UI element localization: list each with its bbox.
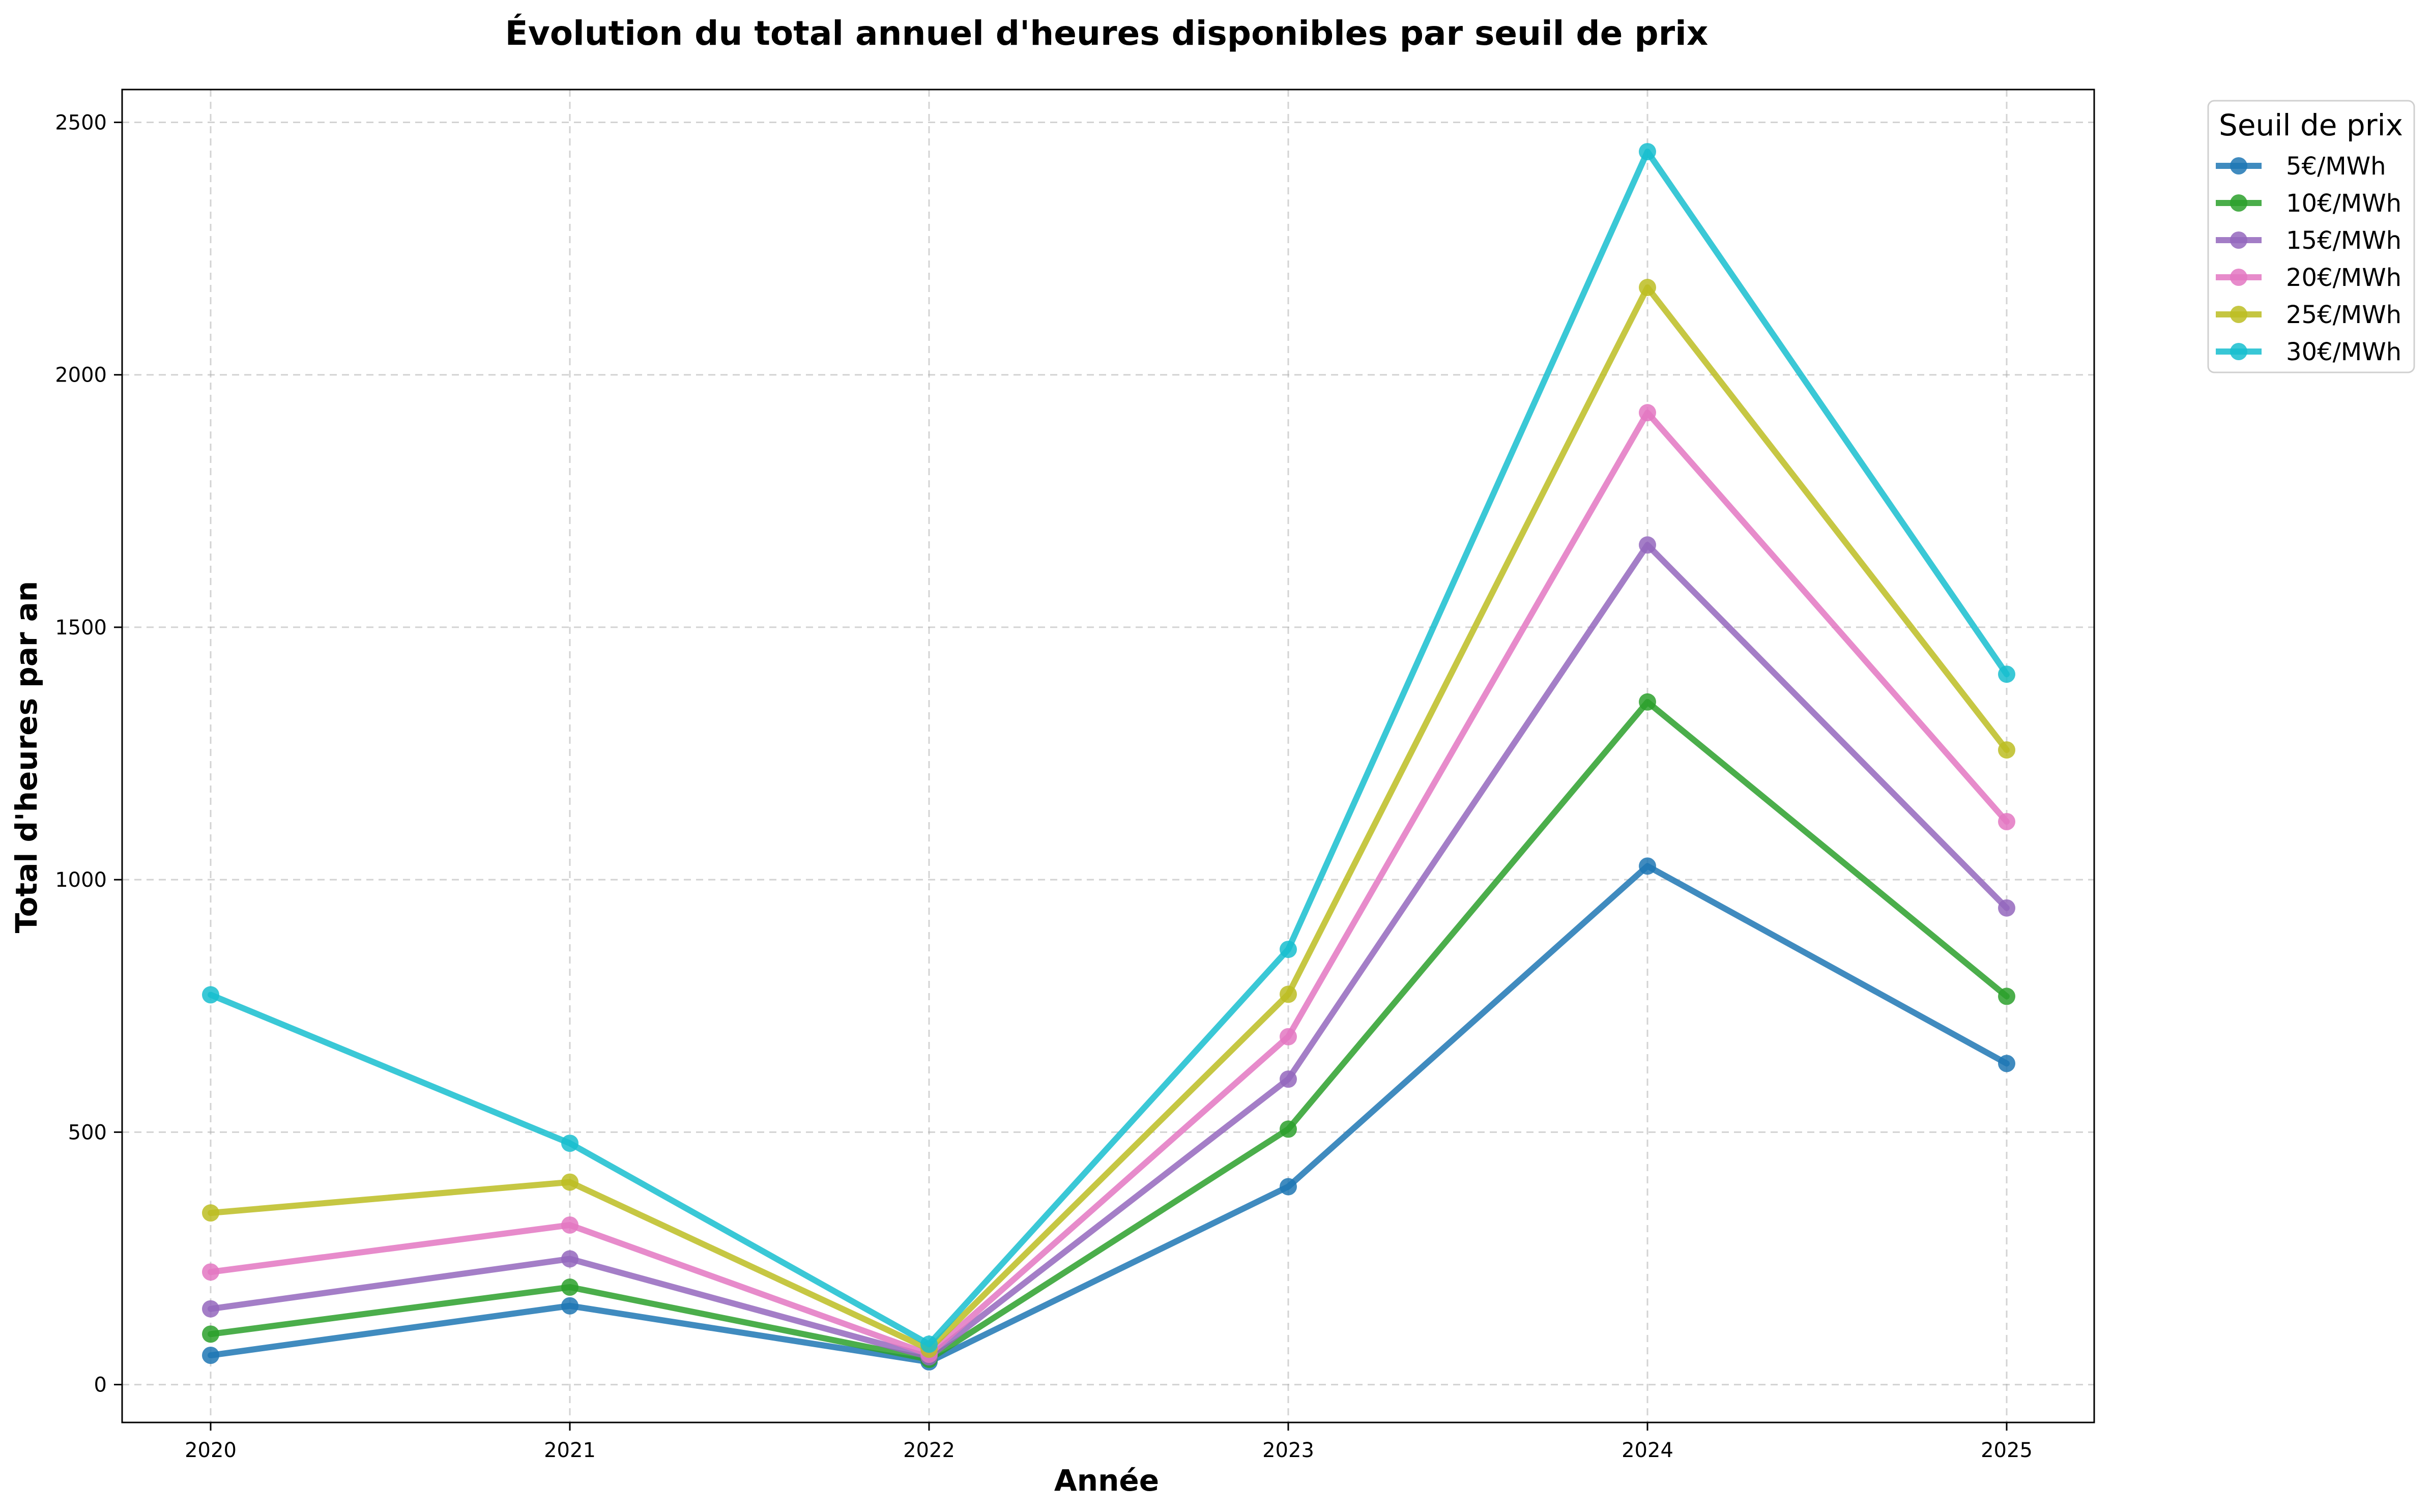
legend-label: 20€/MWh: [2286, 264, 2401, 292]
data-point: [561, 1250, 578, 1268]
data-point: [1639, 536, 1656, 554]
series-line: [208, 542, 2010, 1360]
data-point: [561, 1173, 578, 1191]
legend-marker: [2230, 343, 2247, 360]
legend-label: 10€/MWh: [2286, 189, 2401, 218]
y-tick-label: 1500: [55, 616, 107, 639]
y-tick-label: 2500: [55, 111, 107, 135]
data-point: [1280, 941, 1297, 958]
series-6: [202, 143, 2015, 1353]
legend-label: 5€/MWh: [2286, 152, 2386, 181]
legend-marker: [2230, 269, 2247, 286]
data-point: [1639, 857, 1656, 875]
legend-item: 15€/MWh: [2216, 226, 2401, 255]
plot-frame: [121, 89, 2095, 1423]
x-tick-label: 2020: [185, 1439, 237, 1462]
legend-marker: [2230, 157, 2247, 175]
data-point: [1998, 899, 2015, 917]
data-point: [1998, 813, 2015, 831]
series-line: [208, 863, 2010, 1365]
y-tick-label: 1000: [55, 868, 107, 892]
legend-item: 20€/MWh: [2216, 264, 2401, 292]
legend-label: 15€/MWh: [2286, 226, 2401, 255]
series-layer: [202, 143, 2015, 1371]
data-point: [1998, 987, 2015, 1005]
axes: 2020 2021 2022 2023 2024 2025 0 500 1000 1500 2000…: [55, 111, 2033, 1462]
y-tick-label: 0: [94, 1374, 107, 1397]
series-line: [208, 699, 2010, 1362]
data-point: [561, 1278, 578, 1296]
chart-title: Évolution du total annuel d'heures dispo…: [505, 13, 1709, 53]
data-point: [1998, 665, 2015, 683]
x-tick-label: 2025: [1981, 1439, 2033, 1462]
data-point: [202, 1300, 219, 1318]
legend-marker: [2230, 306, 2247, 323]
data-point: [1639, 279, 1656, 297]
data-point: [1998, 741, 2015, 759]
y-axis-label: Total d'heures par an: [9, 581, 44, 933]
legend-label: 30€/MWh: [2286, 338, 2401, 366]
data-point: [202, 1347, 219, 1364]
data-point: [202, 986, 219, 1004]
legend-item: 30€/MWh: [2216, 338, 2401, 366]
y-tick-label: 500: [68, 1121, 107, 1144]
series-5: [202, 279, 2015, 1358]
data-point: [561, 1135, 578, 1152]
legend-items: 5€/MWh 10€/MWh 15€/MWh 20€/MWh 25€/MWh 30€/MW…: [2216, 152, 2401, 366]
data-point: [1639, 693, 1656, 711]
series-line: [208, 149, 2010, 1348]
data-point: [202, 1263, 219, 1281]
data-point: [1280, 1028, 1297, 1045]
data-point: [202, 1204, 219, 1222]
data-point: [1280, 1178, 1297, 1196]
x-tick-label: 2022: [903, 1439, 955, 1462]
legend-marker: [2230, 231, 2247, 249]
x-tick-label: 2021: [544, 1439, 596, 1462]
legend-title: Seuil de prix: [2219, 108, 2403, 142]
legend-item: 5€/MWh: [2216, 152, 2386, 181]
legend-marker: [2230, 194, 2247, 212]
y-tick-label: 2000: [55, 364, 107, 387]
legend-item: 25€/MWh: [2216, 301, 2401, 329]
x-tick-label: 2024: [1622, 1439, 1673, 1462]
legend-label: 25€/MWh: [2286, 301, 2401, 329]
data-point: [1639, 404, 1656, 422]
data-point: [561, 1216, 578, 1234]
data-point: [202, 1325, 219, 1343]
data-point: [1639, 143, 1656, 161]
data-point: [1280, 1070, 1297, 1088]
x-tick-label: 2023: [1262, 1439, 1314, 1462]
data-point: [1280, 985, 1297, 1003]
legend-item: 10€/MWh: [2216, 189, 2401, 218]
data-point: [1280, 1120, 1297, 1138]
series-line: [208, 284, 2010, 1353]
data-point: [920, 1335, 938, 1353]
data-point: [1998, 1055, 2015, 1072]
series-line: [208, 410, 2010, 1358]
grid: [122, 90, 2094, 1422]
data-point: [561, 1297, 578, 1315]
x-axis-label: Année: [1054, 1463, 1159, 1498]
legend: Seuil de prix 5€/MWh 10€/MWh 15€/MWh 20€/MW…: [2207, 100, 2415, 373]
